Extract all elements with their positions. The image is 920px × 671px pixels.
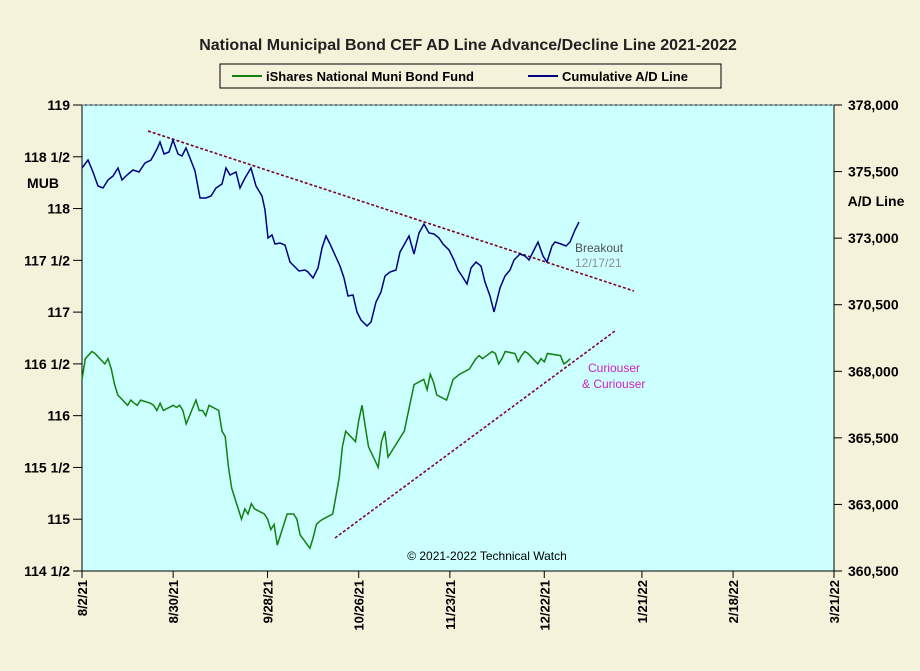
- left-axis-label: MUB: [27, 175, 59, 191]
- left-tick-label: 114 1/2: [24, 563, 70, 579]
- series-line-fund: [81, 350, 571, 550]
- x-tick-label: 11/23/21: [443, 580, 458, 630]
- plot-area: [81, 104, 835, 572]
- legend-box: [219, 63, 722, 89]
- left-tick-label: 117: [47, 304, 70, 320]
- right-tick-label: 363,000: [848, 496, 899, 512]
- x-tick-label: 8/2/21: [75, 580, 90, 616]
- annotation-curiouser-2: & Curiouser: [582, 377, 645, 391]
- x-tick-label: 12/22/21: [537, 580, 552, 631]
- series-line-ad: [81, 137, 580, 328]
- legend: iShares National Muni Bond Fund Cumulati…: [219, 63, 722, 89]
- right-tick-label: 378,000: [848, 97, 899, 113]
- annotation-breakout: Breakout: [575, 241, 624, 255]
- left-axis-ticks: 114 1/2 115 115 1/2 116 116 1/2 117 117 1/2 118…: [24, 97, 82, 579]
- left-tick-label: 116: [47, 408, 70, 424]
- x-tick-label: 2/18/22: [726, 580, 741, 623]
- right-tick-label: 360,500: [848, 563, 899, 579]
- right-tick-label: 373,000: [848, 230, 899, 246]
- left-tick-label: 118 1/2: [24, 149, 70, 165]
- copyright-text: © 2021-2022 Technical Watch: [407, 549, 567, 563]
- trendline-upper: [147, 130, 635, 292]
- annotation-curiouser: Curiouser: [588, 361, 640, 375]
- x-axis-ticks: 8/2/21 8/30/21 9/28/21 10/26/21 11/23/21 12/2…: [75, 571, 842, 631]
- legend-label-ad-line: Cumulative A/D Line: [562, 69, 688, 84]
- left-tick-label: 118: [47, 201, 70, 217]
- left-tick-label: 115: [47, 511, 70, 527]
- chart-title: National Municipal Bond CEF AD Line Adva…: [199, 37, 737, 54]
- trendline-lower: [334, 330, 616, 539]
- legend-label-fund: iShares National Muni Bond Fund: [266, 69, 474, 84]
- annotation-breakout-date: 12/17/21: [575, 256, 622, 270]
- left-tick-label: 116 1/2: [24, 356, 70, 372]
- right-tick-label: 368,000: [848, 363, 899, 379]
- left-tick-label: 117 1/2: [24, 252, 70, 268]
- left-tick-label: 115 1/2: [24, 459, 70, 475]
- x-tick-label: 1/21/22: [635, 580, 650, 623]
- x-tick-label: 8/30/21: [166, 580, 181, 623]
- x-tick-label: 10/26/21: [352, 580, 367, 631]
- right-tick-label: 370,500: [848, 297, 899, 313]
- right-axis-label: A/D Line: [848, 193, 905, 209]
- x-tick-label: 3/21/22: [827, 580, 842, 623]
- left-tick-label: 119: [47, 97, 70, 113]
- right-tick-label: 365,500: [848, 430, 899, 446]
- right-axis-ticks: 360,500 363,000 365,500 368,000 370,500 373,0…: [834, 97, 899, 579]
- x-tick-label: 9/28/21: [261, 580, 276, 623]
- right-tick-label: 375,500: [848, 164, 899, 180]
